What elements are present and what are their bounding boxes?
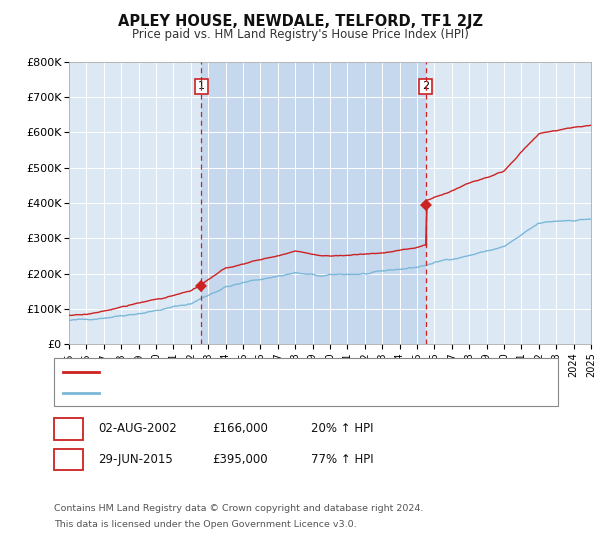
Text: HPI: Average price, detached house, Telford and Wrekin: HPI: Average price, detached house, Telf… <box>105 388 409 398</box>
Text: 02-AUG-2002: 02-AUG-2002 <box>98 422 176 436</box>
Text: 20% ↑ HPI: 20% ↑ HPI <box>311 422 373 436</box>
Text: 2: 2 <box>422 81 429 91</box>
Text: APLEY HOUSE, NEWDALE, TELFORD, TF1 2JZ: APLEY HOUSE, NEWDALE, TELFORD, TF1 2JZ <box>118 14 482 29</box>
Text: 2: 2 <box>65 453 72 466</box>
Text: 77% ↑ HPI: 77% ↑ HPI <box>311 453 373 466</box>
Text: £395,000: £395,000 <box>212 453 268 466</box>
Text: Contains HM Land Registry data © Crown copyright and database right 2024.: Contains HM Land Registry data © Crown c… <box>54 504 424 513</box>
Text: This data is licensed under the Open Government Licence v3.0.: This data is licensed under the Open Gov… <box>54 520 356 529</box>
Text: 1: 1 <box>65 422 72 436</box>
Text: APLEY HOUSE, NEWDALE, TELFORD, TF1 2JZ (detached house): APLEY HOUSE, NEWDALE, TELFORD, TF1 2JZ (… <box>105 367 447 377</box>
Text: 1: 1 <box>198 81 205 91</box>
Text: Price paid vs. HM Land Registry's House Price Index (HPI): Price paid vs. HM Land Registry's House … <box>131 28 469 41</box>
Text: £166,000: £166,000 <box>212 422 268 436</box>
Text: 29-JUN-2015: 29-JUN-2015 <box>98 453 173 466</box>
Bar <box>201 62 425 344</box>
